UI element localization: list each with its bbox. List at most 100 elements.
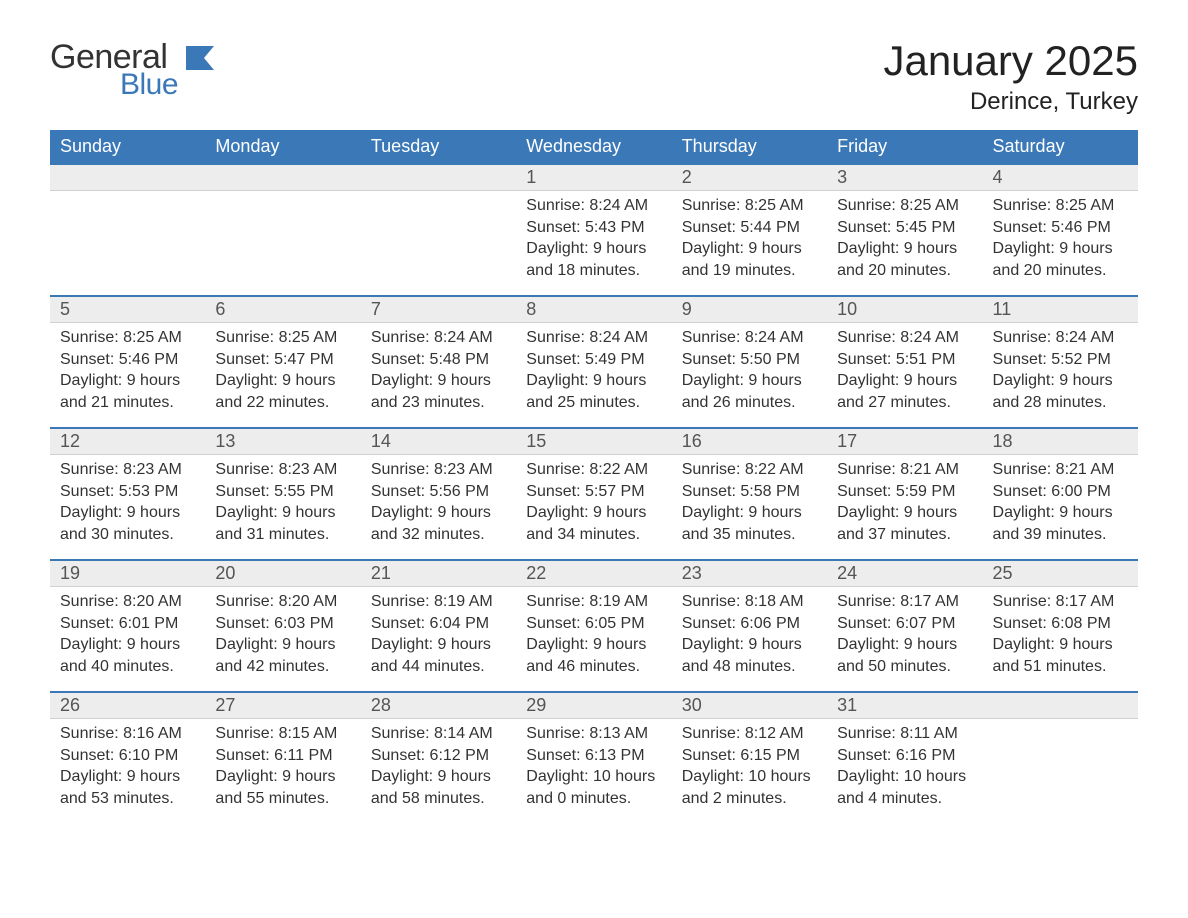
daylight-line-1: Daylight: 9 hours: [371, 370, 506, 392]
daylight-line-1: Daylight: 9 hours: [215, 370, 350, 392]
day-number-empty: [50, 163, 205, 191]
daylight-line-1: Daylight: 9 hours: [837, 370, 972, 392]
sunrise-line: Sunrise: 8:18 AM: [682, 591, 817, 613]
sunrise-line: Sunrise: 8:24 AM: [682, 327, 817, 349]
daylight-line-1: Daylight: 9 hours: [682, 238, 817, 260]
daylight-line-2: and 4 minutes.: [837, 788, 972, 810]
day-number: 23: [672, 559, 827, 587]
sunrise-line: Sunrise: 8:20 AM: [215, 591, 350, 613]
day-details: Sunrise: 8:21 AMSunset: 5:59 PMDaylight:…: [827, 455, 982, 555]
sunrise-line: Sunrise: 8:24 AM: [993, 327, 1128, 349]
daylight-line-1: Daylight: 9 hours: [215, 634, 350, 656]
daylight-line-1: Daylight: 9 hours: [526, 634, 661, 656]
calendar-day: 16Sunrise: 8:22 AMSunset: 5:58 PMDayligh…: [672, 427, 827, 559]
daylight-line-2: and 35 minutes.: [682, 524, 817, 546]
calendar-day: 19Sunrise: 8:20 AMSunset: 6:01 PMDayligh…: [50, 559, 205, 691]
month-title: January 2025: [883, 40, 1138, 82]
day-details: Sunrise: 8:25 AMSunset: 5:46 PMDaylight:…: [50, 323, 205, 423]
day-header: Saturday: [983, 130, 1138, 163]
daylight-line-2: and 55 minutes.: [215, 788, 350, 810]
calendar-table: SundayMondayTuesdayWednesdayThursdayFrid…: [50, 130, 1138, 823]
day-details: Sunrise: 8:19 AMSunset: 6:04 PMDaylight:…: [361, 587, 516, 687]
daylight-line-1: Daylight: 9 hours: [60, 766, 195, 788]
day-header: Sunday: [50, 130, 205, 163]
sunset-line: Sunset: 5:56 PM: [371, 481, 506, 503]
calendar-day-empty: [983, 691, 1138, 823]
day-number: 11: [983, 295, 1138, 323]
brand-text: General Blue: [50, 40, 178, 100]
day-number: 10: [827, 295, 982, 323]
calendar-day: 26Sunrise: 8:16 AMSunset: 6:10 PMDayligh…: [50, 691, 205, 823]
sunrise-line: Sunrise: 8:24 AM: [526, 327, 661, 349]
day-number: 27: [205, 691, 360, 719]
daylight-line-2: and 22 minutes.: [215, 392, 350, 414]
day-details: Sunrise: 8:24 AMSunset: 5:51 PMDaylight:…: [827, 323, 982, 423]
flag-icon: [184, 44, 218, 72]
daylight-line-2: and 20 minutes.: [837, 260, 972, 282]
day-header: Friday: [827, 130, 982, 163]
daylight-line-1: Daylight: 9 hours: [60, 502, 195, 524]
calendar-day: 14Sunrise: 8:23 AMSunset: 5:56 PMDayligh…: [361, 427, 516, 559]
daylight-line-1: Daylight: 9 hours: [837, 238, 972, 260]
day-details: Sunrise: 8:22 AMSunset: 5:58 PMDaylight:…: [672, 455, 827, 555]
sunset-line: Sunset: 6:13 PM: [526, 745, 661, 767]
sunset-line: Sunset: 5:52 PM: [993, 349, 1128, 371]
daylight-line-2: and 30 minutes.: [60, 524, 195, 546]
daylight-line-1: Daylight: 10 hours: [526, 766, 661, 788]
sunset-line: Sunset: 6:10 PM: [60, 745, 195, 767]
day-number: 2: [672, 163, 827, 191]
location-label: Derince, Turkey: [883, 88, 1138, 116]
sunset-line: Sunset: 5:57 PM: [526, 481, 661, 503]
calendar-day: 12Sunrise: 8:23 AMSunset: 5:53 PMDayligh…: [50, 427, 205, 559]
daylight-line-2: and 27 minutes.: [837, 392, 972, 414]
day-details: Sunrise: 8:24 AMSunset: 5:49 PMDaylight:…: [516, 323, 671, 423]
daylight-line-1: Daylight: 9 hours: [60, 634, 195, 656]
day-details: Sunrise: 8:18 AMSunset: 6:06 PMDaylight:…: [672, 587, 827, 687]
sunrise-line: Sunrise: 8:22 AM: [526, 459, 661, 481]
sunrise-line: Sunrise: 8:25 AM: [993, 195, 1128, 217]
day-number: 17: [827, 427, 982, 455]
calendar-day: 10Sunrise: 8:24 AMSunset: 5:51 PMDayligh…: [827, 295, 982, 427]
sunrise-line: Sunrise: 8:12 AM: [682, 723, 817, 745]
day-details: Sunrise: 8:16 AMSunset: 6:10 PMDaylight:…: [50, 719, 205, 819]
daylight-line-1: Daylight: 10 hours: [837, 766, 972, 788]
calendar-week: 12Sunrise: 8:23 AMSunset: 5:53 PMDayligh…: [50, 427, 1138, 559]
daylight-line-1: Daylight: 10 hours: [682, 766, 817, 788]
sunset-line: Sunset: 6:00 PM: [993, 481, 1128, 503]
daylight-line-1: Daylight: 9 hours: [215, 766, 350, 788]
sunrise-line: Sunrise: 8:19 AM: [371, 591, 506, 613]
day-number: 26: [50, 691, 205, 719]
day-details: Sunrise: 8:24 AMSunset: 5:43 PMDaylight:…: [516, 191, 671, 291]
day-number-empty: [205, 163, 360, 191]
calendar-day: 5Sunrise: 8:25 AMSunset: 5:46 PMDaylight…: [50, 295, 205, 427]
sunrise-line: Sunrise: 8:13 AM: [526, 723, 661, 745]
day-number: 8: [516, 295, 671, 323]
day-details: Sunrise: 8:25 AMSunset: 5:45 PMDaylight:…: [827, 191, 982, 291]
sunrise-line: Sunrise: 8:21 AM: [837, 459, 972, 481]
day-number: 4: [983, 163, 1138, 191]
calendar-day: 27Sunrise: 8:15 AMSunset: 6:11 PMDayligh…: [205, 691, 360, 823]
sunrise-line: Sunrise: 8:21 AM: [993, 459, 1128, 481]
daylight-line-2: and 39 minutes.: [993, 524, 1128, 546]
day-number: 29: [516, 691, 671, 719]
sunset-line: Sunset: 5:48 PM: [371, 349, 506, 371]
day-number: 5: [50, 295, 205, 323]
calendar-week: 19Sunrise: 8:20 AMSunset: 6:01 PMDayligh…: [50, 559, 1138, 691]
daylight-line-2: and 32 minutes.: [371, 524, 506, 546]
sunset-line: Sunset: 6:07 PM: [837, 613, 972, 635]
sunrise-line: Sunrise: 8:25 AM: [215, 327, 350, 349]
daylight-line-1: Daylight: 9 hours: [371, 766, 506, 788]
daylight-line-1: Daylight: 9 hours: [215, 502, 350, 524]
daylight-line-2: and 53 minutes.: [60, 788, 195, 810]
calendar-day: 30Sunrise: 8:12 AMSunset: 6:15 PMDayligh…: [672, 691, 827, 823]
sunset-line: Sunset: 6:05 PM: [526, 613, 661, 635]
calendar-day-empty: [50, 163, 205, 295]
daylight-line-2: and 23 minutes.: [371, 392, 506, 414]
day-details: Sunrise: 8:14 AMSunset: 6:12 PMDaylight:…: [361, 719, 516, 819]
calendar-day: 29 Sunrise: 8:13 AMSunset: 6:13 PMDayligh…: [516, 691, 671, 823]
daylight-line-2: and 31 minutes.: [215, 524, 350, 546]
sunset-line: Sunset: 6:06 PM: [682, 613, 817, 635]
calendar-day: 6Sunrise: 8:25 AMSunset: 5:47 PMDaylight…: [205, 295, 360, 427]
sunrise-line: Sunrise: 8:23 AM: [60, 459, 195, 481]
day-number: 20: [205, 559, 360, 587]
